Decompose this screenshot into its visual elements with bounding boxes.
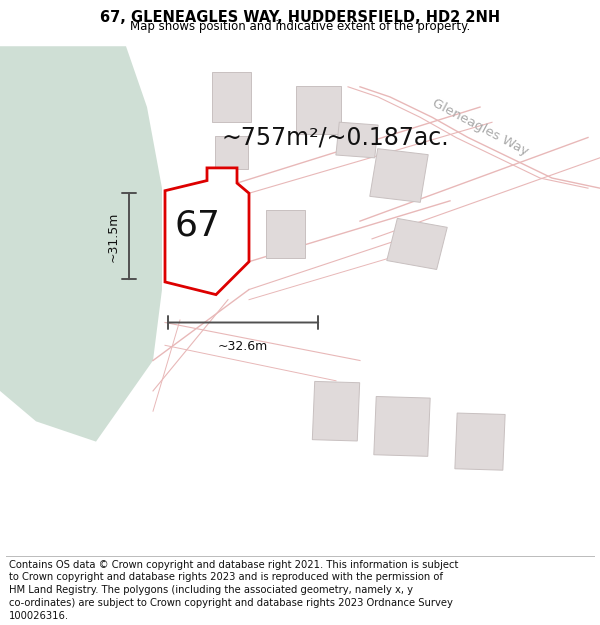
Text: 67: 67 [175,208,221,242]
Text: Contains OS data © Crown copyright and database right 2021. This information is : Contains OS data © Crown copyright and d… [9,559,458,621]
Text: ~757m²/~0.187ac.: ~757m²/~0.187ac. [222,126,449,149]
Bar [374,396,430,456]
Bar [265,210,305,258]
Bar [336,122,378,158]
Bar [455,413,505,470]
Text: Gleneagles Way: Gleneagles Way [430,96,530,158]
Text: ~31.5m: ~31.5m [107,211,120,261]
Bar [215,136,248,169]
Polygon shape [0,46,162,442]
Text: Map shows position and indicative extent of the property.: Map shows position and indicative extent… [130,20,470,33]
Bar [212,72,251,122]
Bar [370,149,428,202]
Bar [387,218,447,269]
Text: 67, GLENEAGLES WAY, HUDDERSFIELD, HD2 2NH: 67, GLENEAGLES WAY, HUDDERSFIELD, HD2 2N… [100,10,500,25]
Polygon shape [165,168,249,294]
Bar [313,381,359,441]
Bar [296,86,341,134]
Text: ~32.6m: ~32.6m [218,340,268,353]
